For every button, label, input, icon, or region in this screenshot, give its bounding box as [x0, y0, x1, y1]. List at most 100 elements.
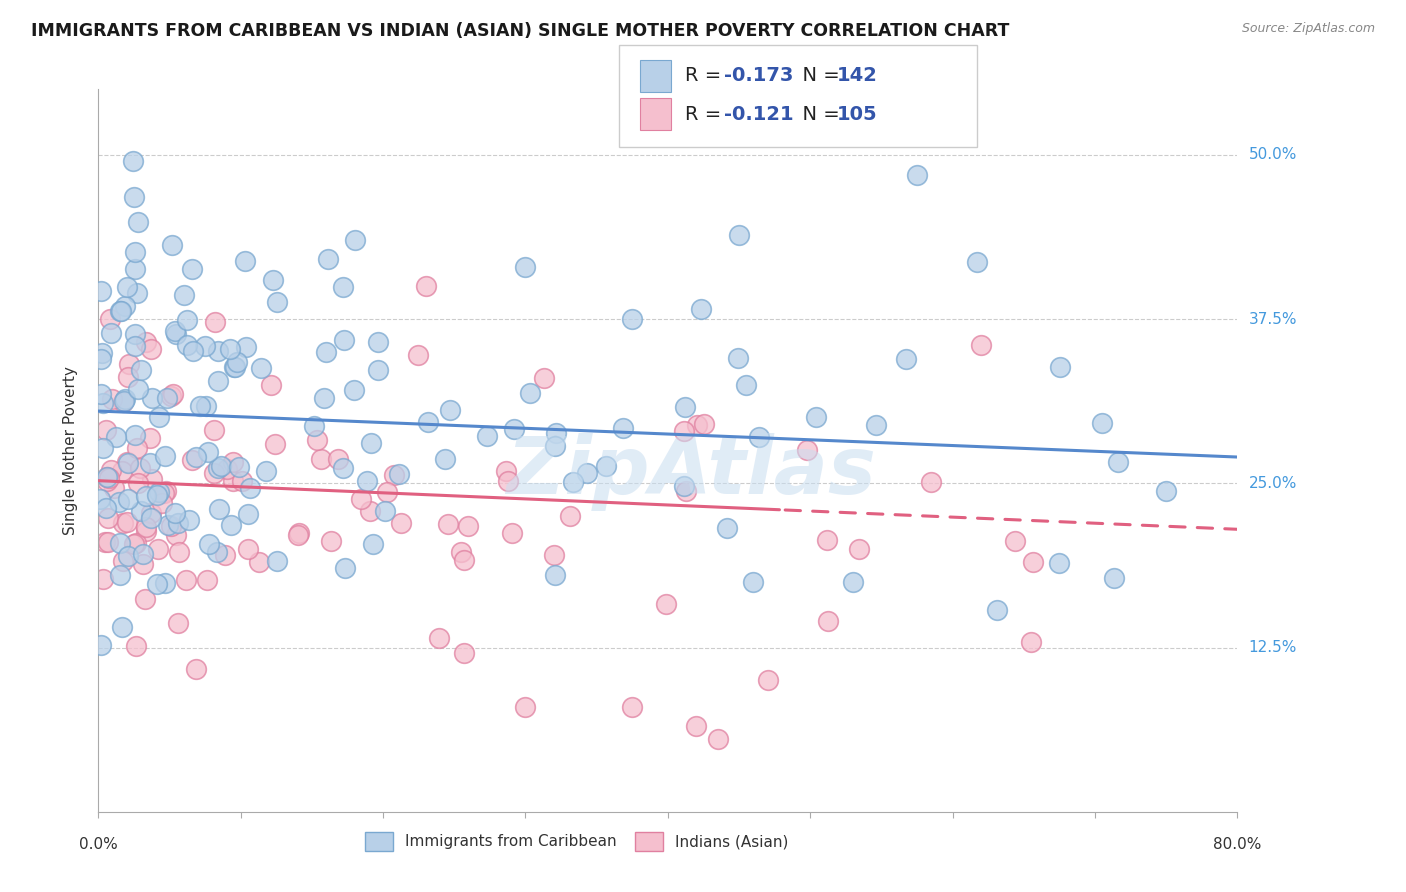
Point [89, 491, 111, 506]
Point [225, 355, 247, 369]
Point [129, 363, 152, 377]
Point [735, 377, 758, 392]
Text: R =: R = [685, 66, 727, 86]
Point [986, 602, 1008, 616]
Point [122, 154, 145, 169]
Point [453, 647, 475, 661]
Point [728, 227, 751, 242]
Point [815, 533, 838, 548]
Point [96, 470, 118, 484]
Point [387, 467, 409, 481]
Text: N =: N = [790, 66, 846, 86]
Point [1091, 416, 1114, 430]
Point [184, 662, 207, 676]
Point [197, 444, 219, 458]
Point [427, 632, 450, 646]
Point [124, 427, 146, 442]
Point [287, 528, 309, 542]
Point [356, 475, 378, 489]
Point [208, 501, 231, 516]
Point [304, 418, 326, 433]
Point [756, 673, 779, 688]
Point [312, 391, 335, 405]
Point [335, 560, 357, 574]
Point [209, 458, 232, 473]
Point [685, 719, 707, 733]
Point [98, 312, 121, 326]
Point [104, 430, 127, 444]
Point [389, 516, 412, 530]
Text: 50.0%: 50.0% [1249, 147, 1296, 162]
Point [117, 456, 139, 470]
Point [450, 544, 472, 558]
Point [195, 574, 218, 588]
Point [181, 453, 204, 467]
Point [219, 518, 242, 533]
Point [94, 534, 117, 549]
Point [434, 452, 457, 467]
Point [222, 474, 245, 488]
Point [139, 343, 162, 357]
Text: N =: N = [790, 104, 846, 124]
Point [150, 496, 173, 510]
Point [576, 466, 599, 480]
Point [288, 525, 311, 540]
Point [865, 418, 887, 433]
Point [181, 261, 204, 276]
Point [686, 417, 709, 432]
Point [124, 326, 146, 341]
Point [125, 535, 148, 549]
Point [111, 394, 134, 409]
Point [966, 255, 988, 269]
Point [560, 509, 582, 524]
Point [129, 504, 152, 518]
Point [122, 190, 145, 204]
Point [108, 495, 131, 509]
Point [673, 478, 696, 492]
Point [309, 451, 332, 466]
Point [181, 343, 204, 358]
Point [91, 441, 114, 455]
Point [90, 387, 112, 401]
Point [920, 475, 942, 490]
Point [146, 541, 169, 556]
Text: -0.121: -0.121 [724, 104, 794, 124]
Point [90, 346, 112, 360]
Point [159, 389, 181, 403]
Point [621, 312, 644, 326]
Point [141, 473, 163, 487]
Point [98, 471, 121, 485]
Point [1107, 455, 1129, 469]
Point [817, 614, 839, 628]
Point [406, 348, 429, 362]
Point [125, 639, 148, 653]
Point [457, 519, 479, 533]
Point [1021, 555, 1043, 569]
Point [439, 403, 461, 417]
Point [111, 620, 134, 634]
Point [350, 491, 373, 506]
Point [115, 455, 138, 469]
Point [160, 237, 183, 252]
Point [233, 253, 256, 268]
Point [416, 416, 439, 430]
Point [263, 436, 285, 450]
Point [202, 423, 225, 437]
Point [515, 260, 537, 274]
Point [247, 555, 270, 569]
Point [1021, 634, 1043, 648]
Text: R =: R = [685, 104, 727, 124]
Point [135, 520, 157, 534]
Point [231, 474, 253, 488]
Point [108, 536, 131, 550]
Point [716, 521, 738, 535]
Point [207, 374, 229, 388]
Point [91, 396, 114, 410]
Text: 25.0%: 25.0% [1249, 475, 1296, 491]
Point [94, 423, 117, 437]
Point [519, 386, 541, 401]
Point [115, 515, 138, 529]
Point [110, 304, 132, 318]
Point [333, 333, 356, 347]
Point [374, 504, 396, 518]
